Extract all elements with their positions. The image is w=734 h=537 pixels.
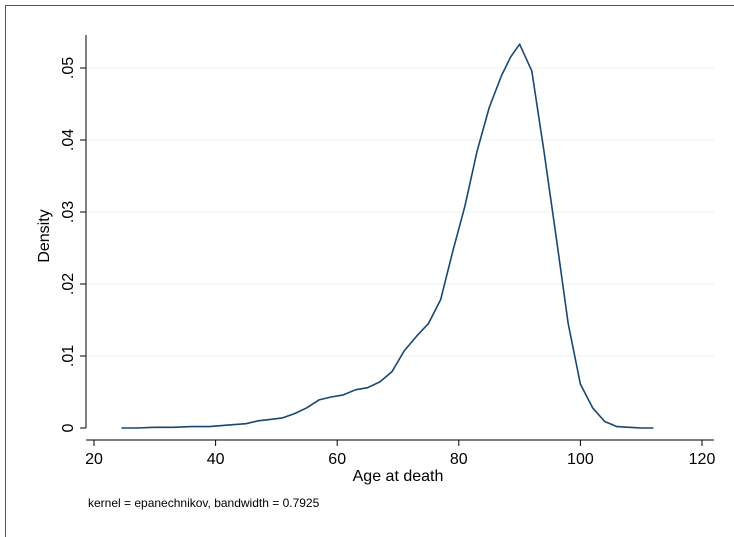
- x-tick-label: 60: [328, 451, 346, 468]
- x-tick-label: 120: [689, 451, 716, 468]
- y-tick-label: 0: [60, 423, 77, 432]
- density-line: [121, 43, 654, 429]
- chart-note: kernel = epanechnikov, bandwidth = 0.792…: [88, 496, 320, 510]
- grid: [86, 67, 714, 357]
- y-tick-label: .03: [60, 201, 77, 223]
- y-axis-title: Density: [36, 209, 53, 262]
- y-tick-label: .05: [60, 57, 77, 79]
- y-tick-label: .01: [60, 345, 77, 367]
- figure-frame: [5, 5, 734, 537]
- y-tick-label: .02: [60, 273, 77, 295]
- x-axis-title: Age at death: [353, 468, 444, 485]
- y-tick-label: .04: [60, 129, 77, 151]
- x-tick-label: 20: [85, 451, 103, 468]
- x-tick-label: 80: [450, 451, 468, 468]
- x-tick-label: 100: [567, 451, 594, 468]
- data-layer: [121, 43, 654, 429]
- x-tick-label: 40: [207, 451, 225, 468]
- axes: 0 .01 .02 .03 .04 .05 20 40 60 80 100 120: [60, 35, 715, 468]
